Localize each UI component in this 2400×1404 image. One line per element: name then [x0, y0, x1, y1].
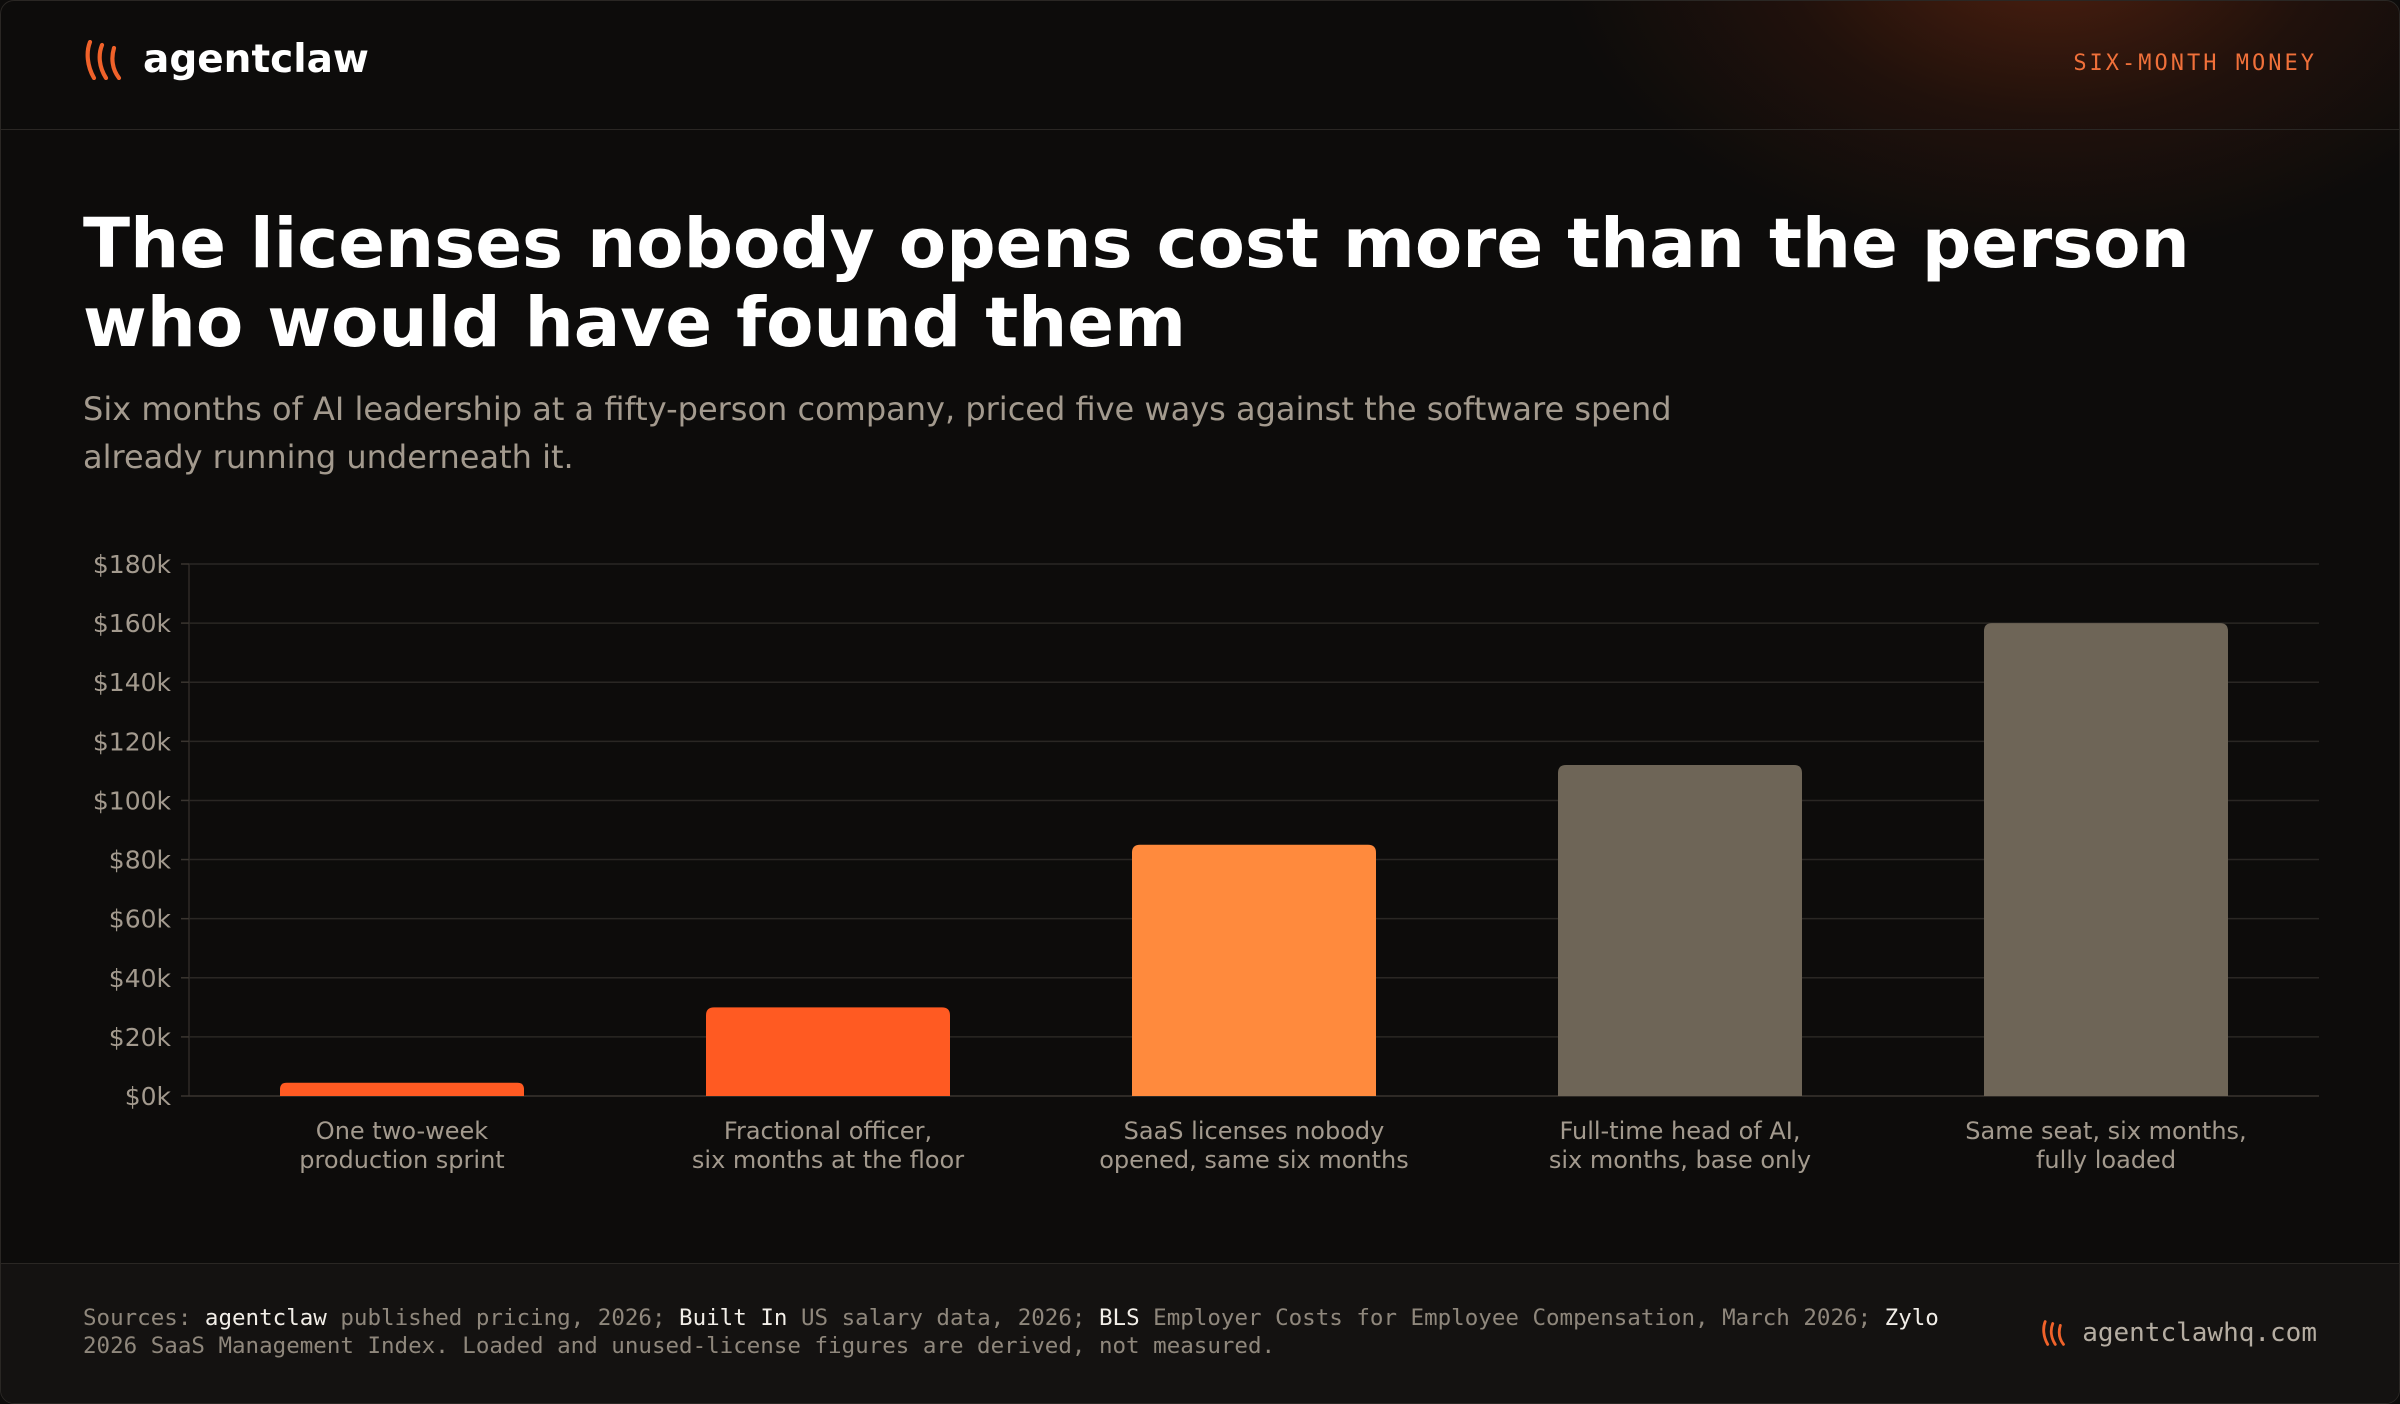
- bar: [706, 1007, 950, 1096]
- page-title: The licenses nobody opens cost more than…: [83, 204, 2190, 363]
- site-link[interactable]: agentclawhq.com: [2042, 1318, 2317, 1348]
- y-tick-label: $80k: [109, 846, 172, 875]
- bar: [1558, 764, 1802, 1096]
- claw-marks-icon: [2042, 1320, 2066, 1346]
- source-text: Employer Costs for Employee Compensation…: [1139, 1305, 1885, 1331]
- y-tick-label: $0k: [125, 1082, 172, 1111]
- site-url: agentclawhq.com: [2082, 1318, 2317, 1348]
- y-tick-label: $40k: [109, 964, 172, 993]
- x-tick-label: six months at the floor: [692, 1146, 964, 1174]
- source-name: Built In: [679, 1305, 788, 1331]
- y-tick-label: $120k: [93, 727, 172, 756]
- footer: Sources: agentclaw published pricing, 20…: [1, 1263, 2399, 1403]
- y-tick-label: $140k: [93, 668, 172, 697]
- claw-marks-icon: [85, 39, 122, 80]
- y-tick-label: $160k: [93, 609, 172, 638]
- x-tick-label: Same seat, six months,: [1965, 1117, 2246, 1145]
- x-tick-label: One two-week: [316, 1117, 488, 1145]
- source-text: published pricing, 2026;: [326, 1305, 680, 1331]
- bar: [280, 1082, 524, 1096]
- y-tick-label: $20k: [109, 1023, 172, 1052]
- x-tick-label: Fractional officer,: [724, 1117, 932, 1145]
- source-text: 2026 SaaS Management Index. Loaded and u…: [83, 1333, 1276, 1359]
- source-name: agentclaw: [204, 1305, 327, 1331]
- sources-note: Sources: agentclaw published pricing, 20…: [83, 1304, 1983, 1360]
- source-text: Sources:: [83, 1305, 205, 1331]
- source-text: US salary data, 2026;: [787, 1305, 1099, 1331]
- page-subtitle: Six months of AI leadership at a fifty-p…: [83, 390, 1672, 476]
- header: agentclaw SIX-MONTH MONEY: [1, 1, 2399, 130]
- x-tick-label: SaaS licenses nobody: [1124, 1117, 1385, 1145]
- source-name: Zylo: [1884, 1305, 1939, 1331]
- bar: [1132, 844, 1376, 1096]
- brand-name: agentclaw: [143, 37, 369, 82]
- x-tick-label: production sprint: [299, 1146, 504, 1174]
- y-tick-label: $100k: [93, 786, 172, 815]
- x-tick-label: Full-time head of AI,: [1560, 1117, 1801, 1145]
- brand[interactable]: agentclaw: [85, 37, 369, 82]
- x-tick-label: six months, base only: [1549, 1146, 1811, 1174]
- y-tick-label: $180k: [93, 550, 172, 579]
- bar-chart: $0k $20k $40k $60k $80k $100k $120k $140k $160k $…: [93, 550, 2319, 1174]
- x-tick-label: opened, same six months: [1099, 1146, 1409, 1174]
- x-tick-label: fully loaded: [2036, 1146, 2176, 1174]
- header-tag: SIX-MONTH MONEY: [2073, 51, 2317, 76]
- bar: [1984, 623, 2228, 1096]
- y-tick-label: $60k: [109, 905, 172, 934]
- source-name: BLS: [1098, 1305, 1140, 1331]
